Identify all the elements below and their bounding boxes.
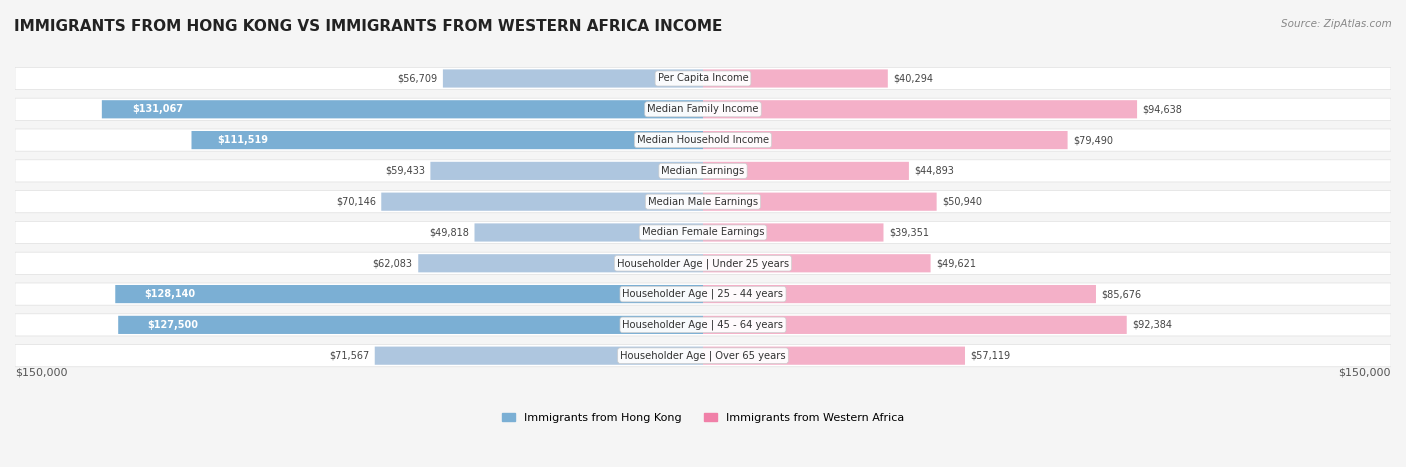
Text: $57,119: $57,119 xyxy=(970,351,1011,361)
Text: IMMIGRANTS FROM HONG KONG VS IMMIGRANTS FROM WESTERN AFRICA INCOME: IMMIGRANTS FROM HONG KONG VS IMMIGRANTS … xyxy=(14,19,723,34)
FancyBboxPatch shape xyxy=(15,191,1391,213)
Text: $94,638: $94,638 xyxy=(1143,104,1182,114)
Text: $56,709: $56,709 xyxy=(398,73,437,84)
FancyBboxPatch shape xyxy=(703,285,1095,303)
Text: $49,818: $49,818 xyxy=(429,227,470,238)
FancyBboxPatch shape xyxy=(115,285,703,303)
Text: Median Male Earnings: Median Male Earnings xyxy=(648,197,758,207)
Text: Median Family Income: Median Family Income xyxy=(647,104,759,114)
FancyBboxPatch shape xyxy=(15,221,1391,244)
FancyBboxPatch shape xyxy=(474,223,703,241)
FancyBboxPatch shape xyxy=(15,129,1391,151)
FancyBboxPatch shape xyxy=(15,160,1391,182)
FancyBboxPatch shape xyxy=(191,131,703,149)
FancyBboxPatch shape xyxy=(15,67,1391,90)
FancyBboxPatch shape xyxy=(703,192,936,211)
Text: Householder Age | 25 - 44 years: Householder Age | 25 - 44 years xyxy=(623,289,783,299)
FancyBboxPatch shape xyxy=(15,98,1391,120)
FancyBboxPatch shape xyxy=(375,347,703,365)
FancyBboxPatch shape xyxy=(443,70,703,88)
FancyBboxPatch shape xyxy=(703,223,883,241)
Text: $92,384: $92,384 xyxy=(1132,320,1173,330)
Text: Source: ZipAtlas.com: Source: ZipAtlas.com xyxy=(1281,19,1392,28)
Text: Householder Age | Over 65 years: Householder Age | Over 65 years xyxy=(620,350,786,361)
FancyBboxPatch shape xyxy=(381,192,703,211)
Text: $127,500: $127,500 xyxy=(148,320,198,330)
FancyBboxPatch shape xyxy=(118,316,703,334)
Text: $39,351: $39,351 xyxy=(889,227,929,238)
FancyBboxPatch shape xyxy=(101,100,703,118)
Text: $131,067: $131,067 xyxy=(132,104,183,114)
FancyBboxPatch shape xyxy=(430,162,703,180)
Text: Median Earnings: Median Earnings xyxy=(661,166,745,176)
Text: $128,140: $128,140 xyxy=(145,289,195,299)
FancyBboxPatch shape xyxy=(15,314,1391,336)
Text: $59,433: $59,433 xyxy=(385,166,425,176)
FancyBboxPatch shape xyxy=(703,254,931,272)
FancyBboxPatch shape xyxy=(15,345,1391,367)
FancyBboxPatch shape xyxy=(703,100,1137,118)
Text: $49,621: $49,621 xyxy=(936,258,976,268)
Text: $150,000: $150,000 xyxy=(1339,368,1391,378)
Legend: Immigrants from Hong Kong, Immigrants from Western Africa: Immigrants from Hong Kong, Immigrants fr… xyxy=(498,408,908,427)
FancyBboxPatch shape xyxy=(418,254,703,272)
FancyBboxPatch shape xyxy=(703,162,908,180)
Text: Householder Age | Under 25 years: Householder Age | Under 25 years xyxy=(617,258,789,269)
FancyBboxPatch shape xyxy=(15,283,1391,305)
FancyBboxPatch shape xyxy=(703,316,1126,334)
Text: $70,146: $70,146 xyxy=(336,197,375,207)
Text: $50,940: $50,940 xyxy=(942,197,983,207)
Text: Per Capita Income: Per Capita Income xyxy=(658,73,748,84)
FancyBboxPatch shape xyxy=(703,347,965,365)
Text: $150,000: $150,000 xyxy=(15,368,67,378)
Text: Householder Age | 45 - 64 years: Householder Age | 45 - 64 years xyxy=(623,319,783,330)
Text: $79,490: $79,490 xyxy=(1073,135,1114,145)
Text: Median Female Earnings: Median Female Earnings xyxy=(641,227,765,238)
Text: $44,893: $44,893 xyxy=(914,166,955,176)
Text: $62,083: $62,083 xyxy=(373,258,413,268)
Text: $111,519: $111,519 xyxy=(217,135,269,145)
FancyBboxPatch shape xyxy=(703,131,1067,149)
Text: $85,676: $85,676 xyxy=(1101,289,1142,299)
FancyBboxPatch shape xyxy=(703,70,887,88)
Text: $71,567: $71,567 xyxy=(329,351,370,361)
Text: Median Household Income: Median Household Income xyxy=(637,135,769,145)
FancyBboxPatch shape xyxy=(15,252,1391,275)
Text: $40,294: $40,294 xyxy=(893,73,934,84)
